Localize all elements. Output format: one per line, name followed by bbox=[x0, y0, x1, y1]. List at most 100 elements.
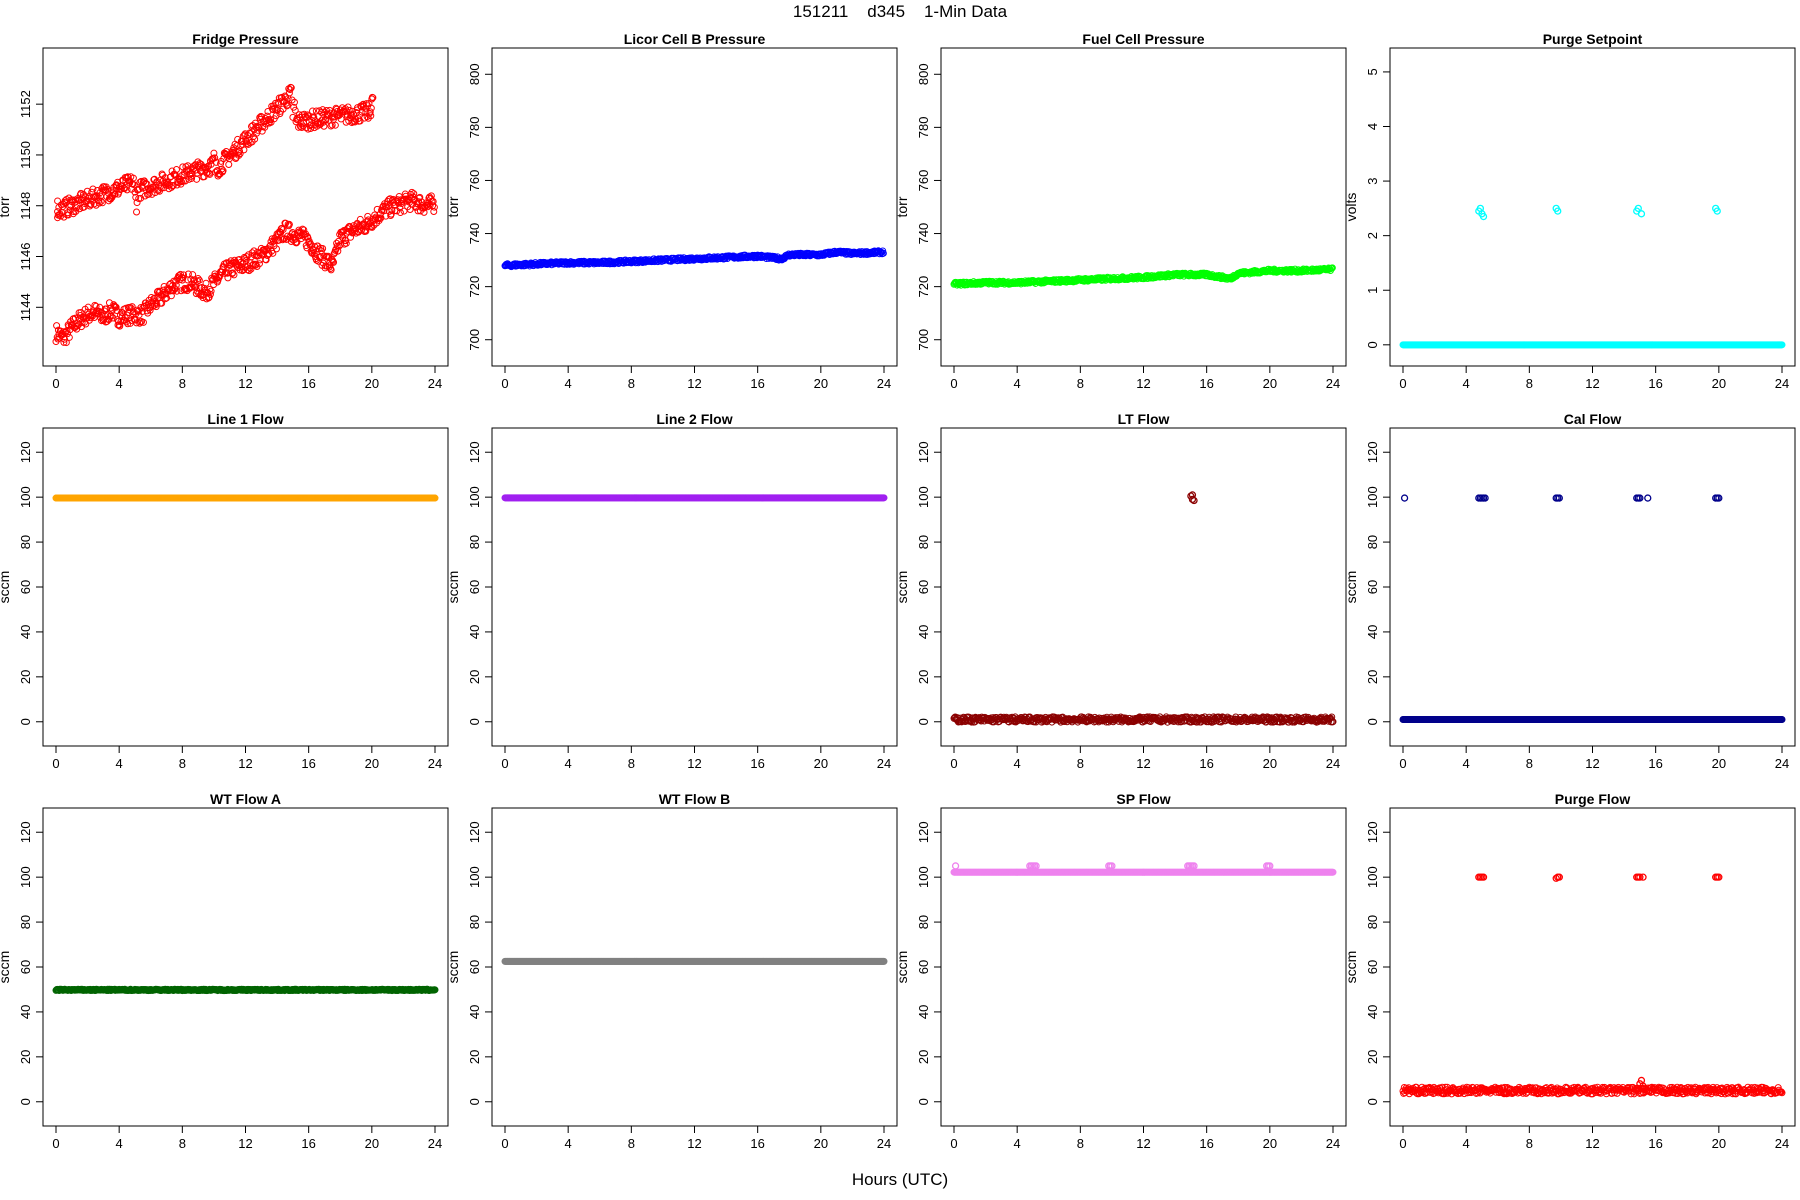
x-tick-label: 8 bbox=[179, 376, 186, 391]
y-tick-label: 740 bbox=[467, 223, 482, 245]
x-tick-label: 12 bbox=[238, 376, 252, 391]
x-tick-label: 24 bbox=[1775, 756, 1789, 771]
data-point bbox=[180, 271, 188, 279]
data-point bbox=[283, 102, 291, 110]
x-tick-label: 4 bbox=[565, 756, 572, 771]
data-point bbox=[132, 193, 140, 201]
data-point bbox=[322, 116, 330, 124]
x-tick-label: 4 bbox=[565, 376, 572, 391]
x-tick-label: 20 bbox=[1263, 376, 1277, 391]
data-point bbox=[111, 190, 119, 198]
data-point bbox=[284, 101, 292, 109]
x-tick-label: 8 bbox=[628, 376, 635, 391]
x-tick-label: 0 bbox=[501, 756, 508, 771]
data-point bbox=[76, 205, 84, 213]
x-tick-label: 0 bbox=[950, 376, 957, 391]
y-tick-label: 2 bbox=[1365, 232, 1380, 239]
data-point bbox=[292, 239, 300, 247]
y-tick-label: 720 bbox=[916, 276, 931, 298]
data-point bbox=[316, 107, 324, 115]
data-point bbox=[112, 303, 120, 311]
data-point bbox=[195, 276, 203, 284]
data-point bbox=[377, 214, 385, 222]
data-point bbox=[366, 108, 374, 116]
data-point bbox=[230, 271, 238, 279]
y-tick-label: 60 bbox=[1365, 580, 1380, 594]
data-point bbox=[367, 112, 375, 120]
data-point bbox=[321, 115, 329, 123]
data-point bbox=[184, 162, 192, 170]
data-point bbox=[107, 312, 115, 320]
data-point bbox=[347, 233, 355, 241]
data-point bbox=[271, 236, 279, 244]
data-point bbox=[129, 174, 137, 182]
x-tick-label: 12 bbox=[1136, 376, 1150, 391]
y-tick-label: 60 bbox=[467, 580, 482, 594]
data-point bbox=[158, 299, 166, 307]
data-point bbox=[54, 197, 62, 205]
data-point bbox=[111, 302, 119, 310]
x-tick-label: 20 bbox=[365, 756, 379, 771]
data-point bbox=[334, 247, 342, 255]
data-point bbox=[330, 258, 338, 266]
data-point bbox=[302, 124, 310, 132]
data-point bbox=[327, 122, 335, 130]
data-point bbox=[369, 94, 377, 102]
data-point bbox=[157, 184, 165, 192]
x-tick-label: 20 bbox=[814, 376, 828, 391]
data-point bbox=[245, 267, 253, 275]
data-point bbox=[279, 226, 287, 234]
data-point bbox=[130, 181, 138, 189]
data-point bbox=[192, 290, 200, 298]
y-tick-label: 120 bbox=[916, 441, 931, 463]
y-tick-label: 100 bbox=[1365, 486, 1380, 508]
data-point bbox=[207, 287, 215, 295]
data-point bbox=[103, 185, 111, 193]
data-point bbox=[408, 188, 416, 196]
data-point bbox=[337, 115, 345, 123]
x-tick-label: 20 bbox=[1263, 756, 1277, 771]
data-point bbox=[123, 186, 131, 194]
x-tick-label: 4 bbox=[1463, 756, 1470, 771]
data-point bbox=[167, 292, 175, 300]
x-tick-label: 0 bbox=[52, 756, 59, 771]
x-tick-label: 12 bbox=[1585, 756, 1599, 771]
y-tick-label: 1146 bbox=[18, 243, 33, 271]
data-point bbox=[344, 103, 352, 111]
x-tick-label: 24 bbox=[1775, 376, 1789, 391]
y-tick-label: 40 bbox=[1365, 625, 1380, 639]
data-point bbox=[133, 208, 141, 216]
data-point bbox=[320, 252, 328, 260]
x-tick-label: 20 bbox=[1712, 756, 1726, 771]
data-point bbox=[133, 319, 141, 327]
panel-title: Line 1 Flow bbox=[207, 411, 283, 427]
y-tick-label: 40 bbox=[916, 625, 931, 639]
data-point bbox=[133, 199, 141, 207]
data-point bbox=[148, 299, 156, 307]
x-tick-label: 12 bbox=[1136, 756, 1150, 771]
data-point bbox=[287, 84, 295, 92]
y-tick-label: 780 bbox=[467, 117, 482, 139]
data-point bbox=[229, 148, 237, 156]
data-point bbox=[430, 208, 438, 216]
data-point bbox=[348, 107, 356, 115]
y-tick-label: 20 bbox=[1365, 670, 1380, 684]
data-point bbox=[125, 308, 133, 316]
data-point bbox=[396, 209, 404, 217]
data-point bbox=[236, 150, 244, 158]
data-point bbox=[279, 236, 287, 244]
data-point bbox=[84, 303, 92, 311]
data-point bbox=[65, 333, 73, 341]
y-tick-label: 60 bbox=[916, 580, 931, 594]
data-point bbox=[221, 268, 229, 276]
x-tick-label: 24 bbox=[1326, 756, 1340, 771]
x-tick-label: 4 bbox=[116, 376, 123, 391]
data-point bbox=[143, 180, 151, 188]
data-point bbox=[205, 294, 213, 302]
y-axis-label: sccm bbox=[445, 571, 461, 604]
y-axis-label: torr bbox=[894, 196, 910, 217]
x-tick-label: 16 bbox=[1648, 756, 1662, 771]
data-point bbox=[879, 249, 887, 257]
